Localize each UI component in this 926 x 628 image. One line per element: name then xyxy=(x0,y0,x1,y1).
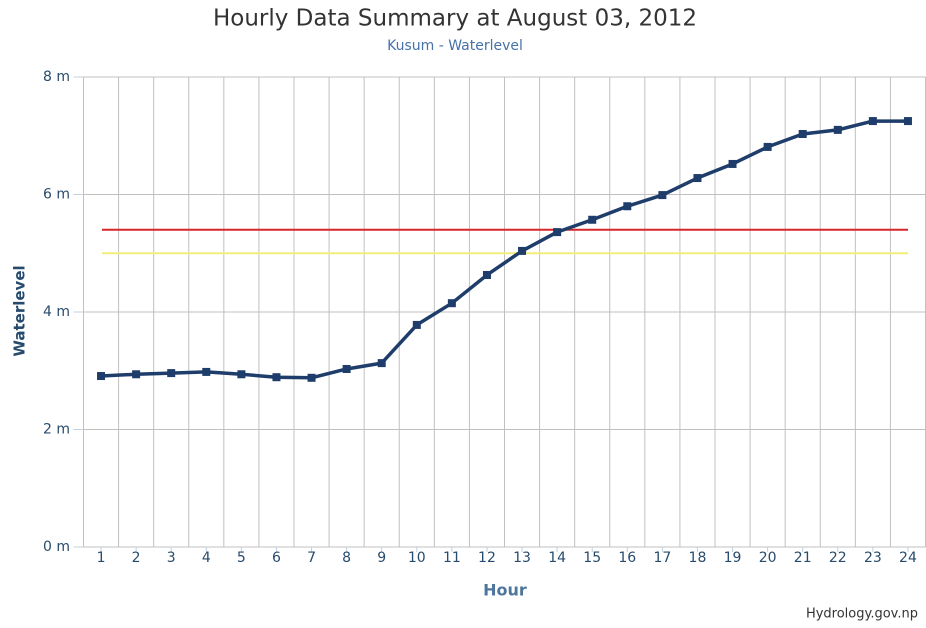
point-marker xyxy=(553,228,562,237)
x-tick-label: 4 xyxy=(202,550,211,566)
x-tick-label: 8 xyxy=(342,550,351,566)
point-marker xyxy=(623,202,632,211)
y-tick-label: 6 m xyxy=(43,187,70,203)
point-marker xyxy=(167,369,176,378)
chart-subtitle: Kusum - Waterlevel xyxy=(387,38,523,54)
point-marker xyxy=(342,364,351,373)
point-marker xyxy=(202,367,211,376)
x-tick-label: 20 xyxy=(759,550,777,566)
point-marker xyxy=(728,159,737,168)
point-marker xyxy=(833,125,842,134)
x-tick-label: 5 xyxy=(237,550,246,566)
point-marker xyxy=(588,215,597,224)
x-tick-label: 19 xyxy=(724,550,742,566)
x-tick-label: 6 xyxy=(272,550,281,566)
x-tick-label: 2 xyxy=(132,550,141,566)
y-tick-label: 0 m xyxy=(43,539,70,555)
x-tick-label: 7 xyxy=(307,550,316,566)
point-marker xyxy=(518,246,527,255)
point-marker xyxy=(693,174,702,183)
point-marker xyxy=(482,270,491,279)
x-tick-label: 23 xyxy=(864,550,882,566)
point-marker xyxy=(97,372,106,381)
point-marker xyxy=(377,359,386,368)
point-marker xyxy=(868,117,877,126)
y-tick-label: 8 m xyxy=(43,69,70,85)
point-marker xyxy=(903,117,912,126)
x-tick-label: 11 xyxy=(443,550,461,566)
x-tick-label: 17 xyxy=(653,550,671,566)
point-marker xyxy=(658,191,667,200)
x-tick-label: 18 xyxy=(689,550,707,566)
x-tick-label: 24 xyxy=(899,550,917,566)
point-marker xyxy=(412,320,421,329)
x-tick-label: 10 xyxy=(408,550,426,566)
y-tick-label: 2 m xyxy=(43,422,70,438)
x-axis-title: Hour xyxy=(483,581,527,600)
x-tick-label: 13 xyxy=(513,550,531,566)
x-tick-label: 9 xyxy=(377,550,386,566)
x-tick-label: 14 xyxy=(548,550,566,566)
x-tick-label: 21 xyxy=(794,550,812,566)
point-marker xyxy=(132,370,141,379)
point-marker xyxy=(798,129,807,138)
point-marker xyxy=(447,299,456,308)
point-marker xyxy=(763,142,772,151)
x-tick-label: 12 xyxy=(478,550,496,566)
x-tick-label: 22 xyxy=(829,550,847,566)
x-tick-label: 1 xyxy=(97,550,106,566)
chart-title: Hourly Data Summary at August 03, 2012 xyxy=(213,6,697,32)
credit: Hydrology.gov.np xyxy=(806,607,918,622)
x-tick-label: 3 xyxy=(167,550,176,566)
x-tick-label: 15 xyxy=(583,550,601,566)
point-marker xyxy=(307,373,316,382)
y-tick-label: 4 m xyxy=(43,304,70,320)
y-axis-title: Waterlevel xyxy=(11,265,29,356)
point-marker xyxy=(272,373,281,382)
line xyxy=(100,119,908,380)
point-marker xyxy=(237,370,246,379)
x-tick-label: 16 xyxy=(618,550,636,566)
